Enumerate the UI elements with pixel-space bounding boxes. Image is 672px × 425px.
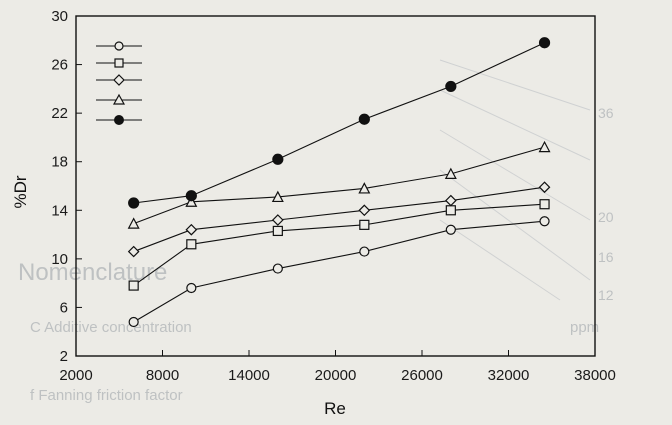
data-point-circle-open	[186, 282, 197, 294]
x-tick-label: 14000	[228, 367, 270, 384]
legend-marker-diamond-open	[113, 74, 125, 86]
series-4	[127, 140, 551, 229]
x-axis-label: Re	[324, 399, 346, 418]
data-point-circle-filled	[272, 153, 284, 165]
bleed-heading: Nomenclature	[18, 259, 167, 286]
data-point-square-open	[186, 239, 197, 250]
bleed-number-3: 16	[598, 249, 614, 265]
data-point-circle-filled	[538, 37, 551, 49]
x-tick-label: 38000	[574, 367, 616, 384]
bleed-through-text: Nomenclature C Additive concentration pp…	[18, 59, 614, 404]
data-point-circle-open	[445, 224, 456, 235]
axes: 2000 8000 14000 20000 26000 32000 380002610141…	[51, 8, 616, 384]
series-3	[127, 181, 551, 258]
data-point-diamond-open	[444, 194, 457, 207]
legend-entry-2	[96, 58, 142, 68]
data-point-circle-open	[272, 263, 283, 274]
data-point-square-open	[272, 225, 283, 237]
series-5	[128, 37, 551, 209]
legend-entry-1	[96, 41, 142, 51]
data-point-circle-filled	[358, 113, 370, 125]
data-point-circle-filled	[185, 190, 197, 202]
data-point-square-open	[539, 199, 550, 210]
data-point-circle-open	[128, 316, 139, 328]
y-tick-label: 10	[51, 251, 68, 268]
series-4-line	[133, 146, 545, 225]
x-tick-label: 26000	[401, 367, 443, 384]
series-2-line	[133, 203, 545, 287]
y-tick-label: 30	[51, 8, 68, 25]
x-tick-label: 8000	[146, 367, 179, 384]
data-point-circle-open	[539, 216, 550, 227]
legend-entry-4	[96, 93, 142, 105]
x-tick-label: 32000	[488, 367, 530, 384]
y-tick-label: 6	[60, 299, 68, 316]
y-tick-label: 18	[51, 154, 68, 171]
data-point-triangle-open	[358, 182, 371, 194]
data-point-square-open	[128, 280, 139, 291]
x-tick-label: 20000	[315, 367, 357, 384]
data-point-square-open	[359, 219, 370, 230]
series-5-line	[133, 42, 545, 204]
data-point-square-open	[445, 205, 456, 216]
data-point-triangle-open	[127, 217, 140, 229]
data-point-triangle-open	[185, 195, 198, 207]
bleed-line-2: f Fanning friction factor	[30, 387, 183, 404]
data-point-diamond-open	[538, 181, 551, 194]
data-point-circle-open	[359, 246, 370, 257]
legend-marker-square-open	[114, 58, 124, 68]
y-tick-label: 22	[51, 105, 68, 122]
y-tick-label: 14	[51, 202, 68, 219]
x-tick-label: 2000	[59, 367, 92, 384]
data-point-circle-filled	[445, 80, 457, 93]
legend-marker-circle-filled	[114, 115, 124, 125]
data-point-diamond-open	[185, 223, 198, 236]
bleed-line-1: C Additive concentration	[30, 319, 192, 336]
legend-marker-triangle-open	[112, 93, 126, 105]
data-point-triangle-open	[444, 167, 457, 179]
bleed-number-2: 20	[598, 209, 614, 225]
series-1	[128, 216, 550, 328]
bleed-number-1: 36	[598, 105, 614, 121]
bleed-unit: ppm	[570, 319, 599, 336]
bleed-number-4: 12	[598, 287, 614, 303]
legend	[96, 41, 142, 125]
legend-marker-circle-open	[114, 41, 124, 51]
y-tick-label: 2	[60, 348, 68, 365]
data-point-diamond-open	[358, 204, 371, 217]
legend-entry-3	[96, 74, 142, 86]
series-2	[128, 199, 550, 291]
series-layer	[127, 37, 551, 328]
data-point-triangle-open	[271, 190, 284, 203]
y-axis-label: %Dr	[11, 175, 30, 208]
legend-entry-5	[96, 115, 142, 125]
data-point-diamond-open	[271, 214, 284, 226]
data-point-diamond-open	[127, 245, 140, 258]
y-tick-label: 26	[51, 57, 68, 74]
series-1-line	[133, 220, 545, 323]
series-3-line	[133, 186, 545, 253]
data-point-triangle-open	[538, 140, 551, 153]
data-point-circle-filled	[128, 197, 140, 209]
plot-frame	[75, 15, 596, 357]
